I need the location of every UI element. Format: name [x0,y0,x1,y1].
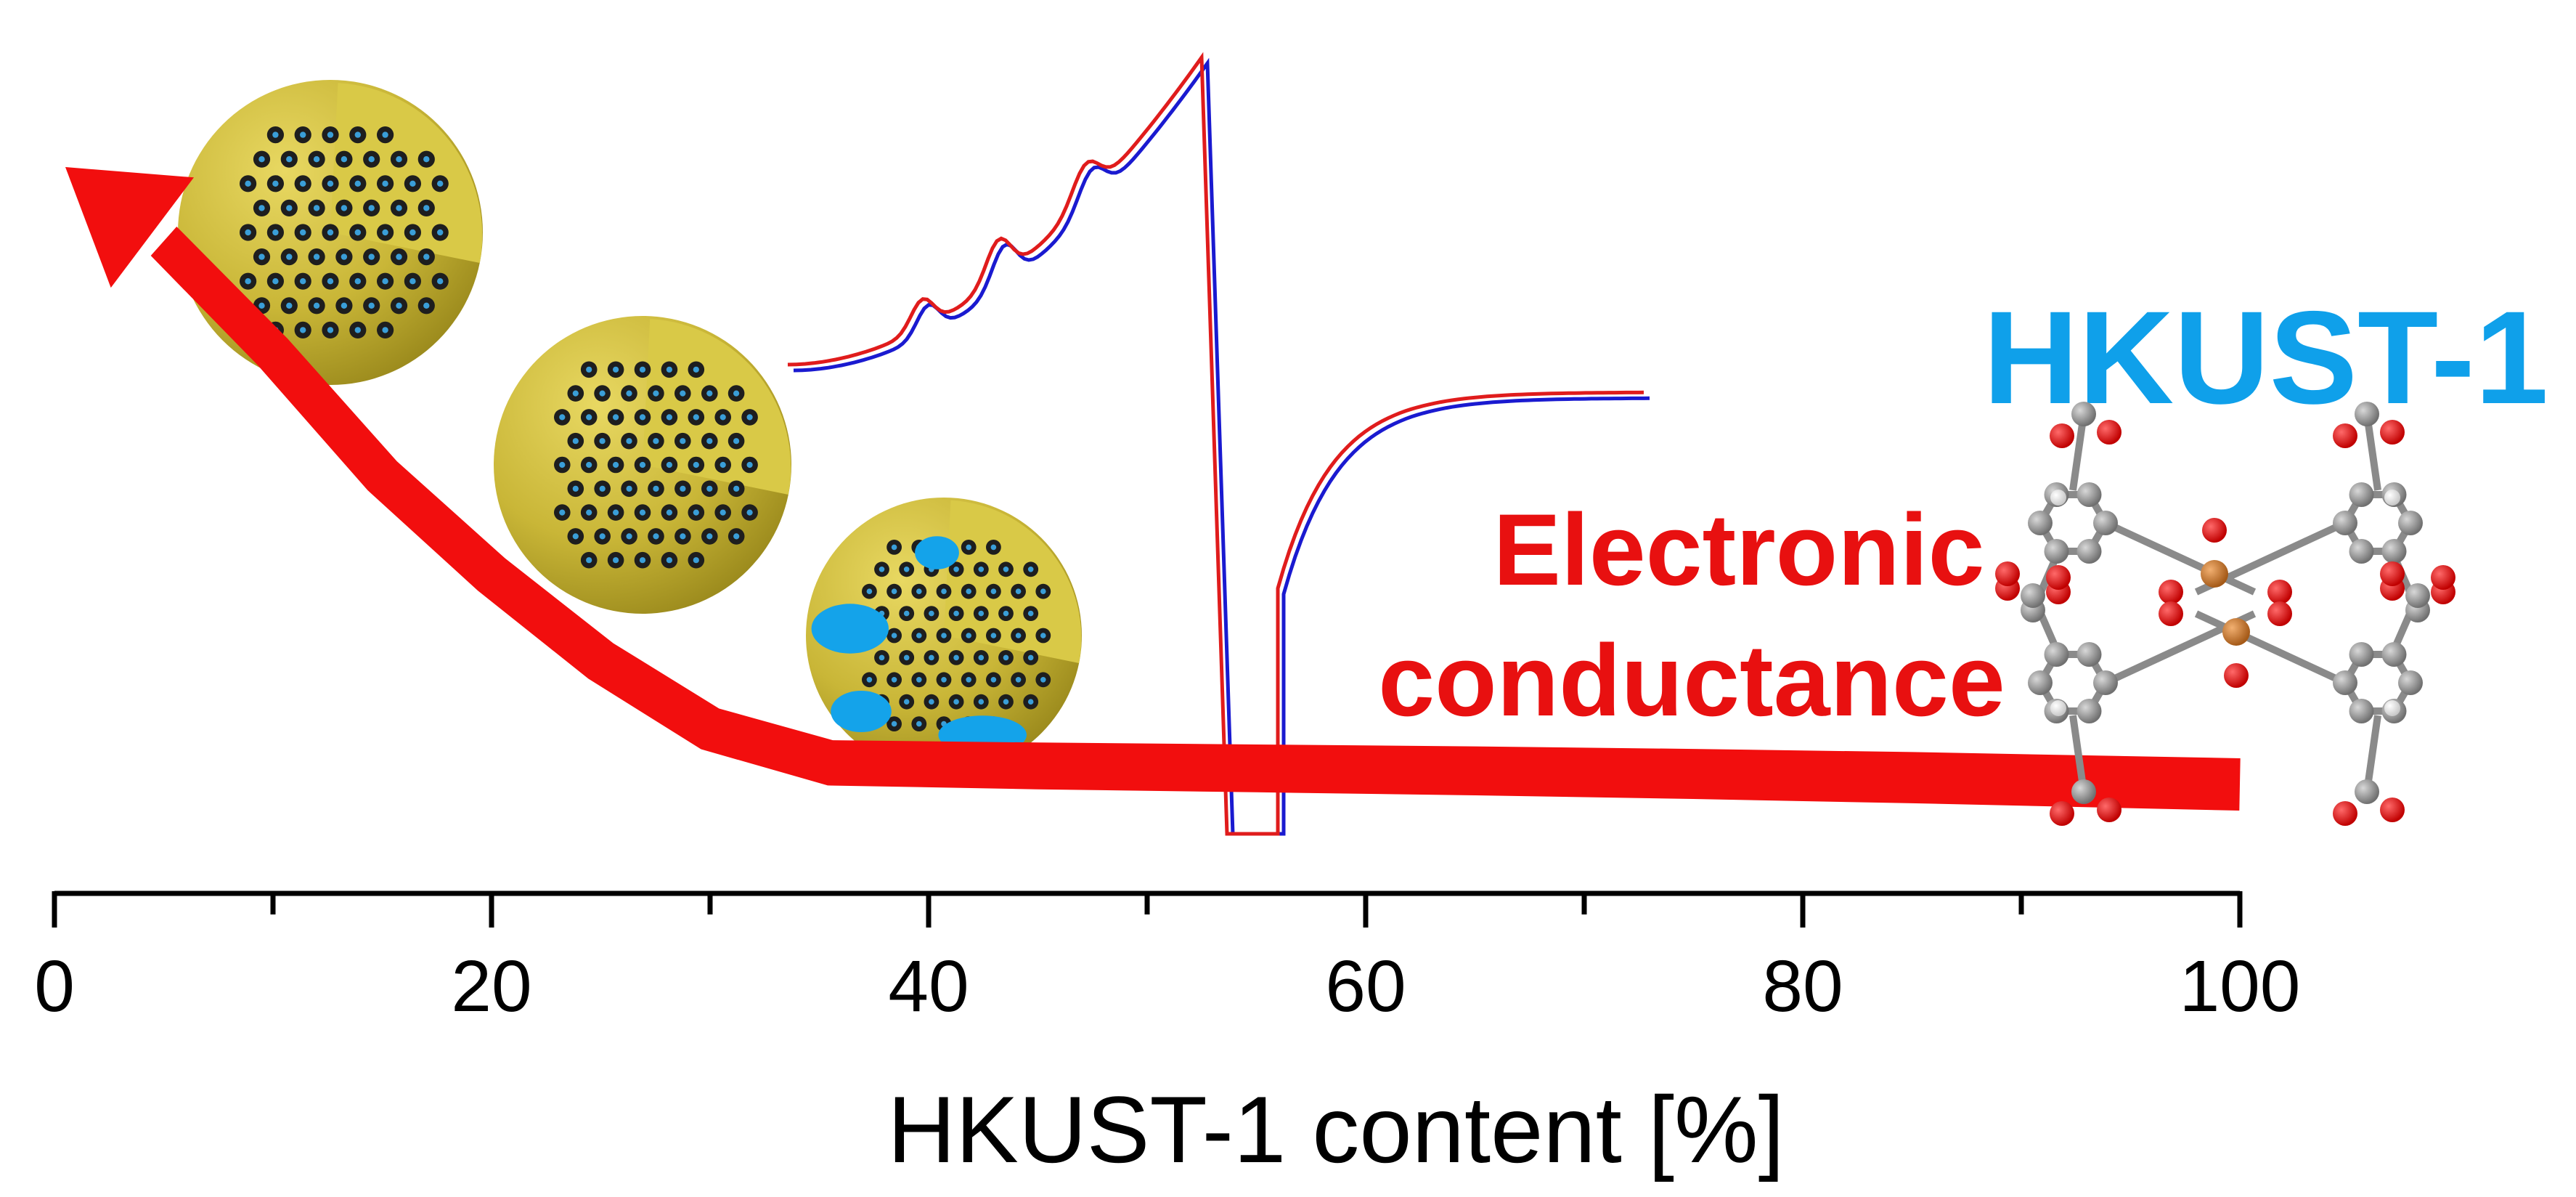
mof-molecule-icon [1995,402,2455,826]
mesoporous-sphere-icon [494,316,791,614]
annotation-line-1: Electronic [1493,492,1985,606]
blue-trace [793,57,1650,836]
mesoporous-sphere-icon [806,498,1082,774]
chart-title: HKUST-1 [1983,283,2548,431]
x-tick-label: 0 [34,946,75,1027]
trend-arrowhead [65,167,194,288]
mesoporous-sphere-icon [178,80,483,385]
x-axis: 0 20 40 60 80 100 [34,890,2301,1027]
annotation-line-2: conductance [1378,623,2005,737]
x-axis-label: HKUST-1 content [%] [887,1076,1785,1182]
x-tick-label: 80 [1762,946,1843,1027]
inset-spectra [787,52,1650,836]
x-tick-label: 40 [888,946,969,1027]
red-trace [787,52,1644,836]
x-tick-label: 100 [2180,946,2301,1027]
x-tick-label: 60 [1325,946,1406,1027]
x-tick-label: 20 [451,946,531,1027]
